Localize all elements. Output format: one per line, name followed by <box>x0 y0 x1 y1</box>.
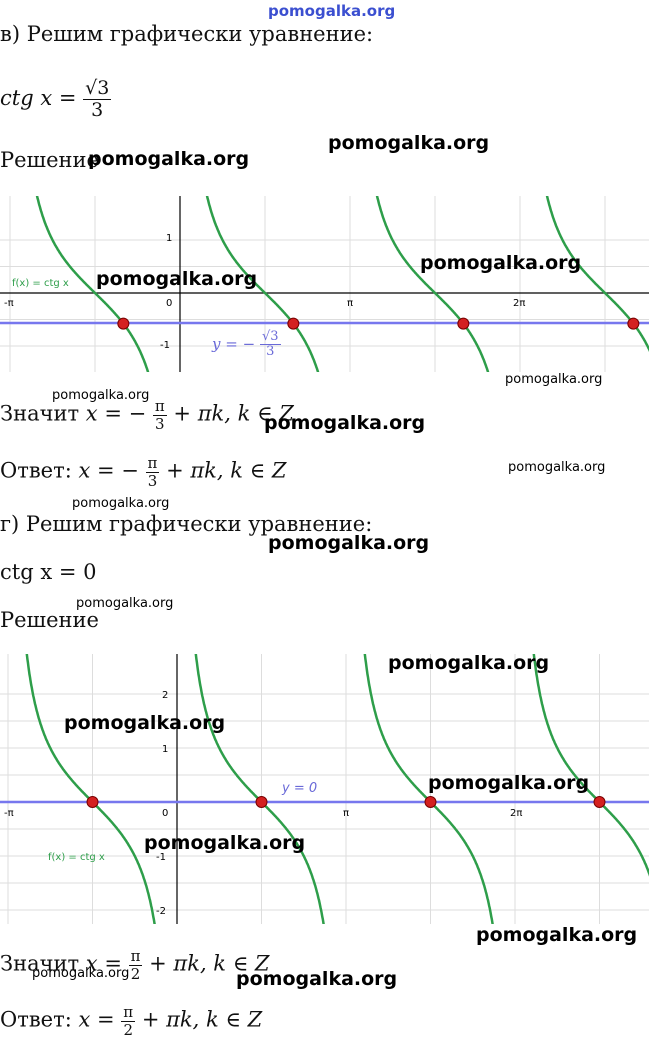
watermark: pomogalka.org <box>64 712 226 734</box>
intersection-point <box>86 796 99 808</box>
intersection-point <box>255 796 268 808</box>
line-label: y = 0 <box>281 781 317 796</box>
watermark: pomogalka.org <box>428 772 590 794</box>
part-v-equation: ctg x = √3 3 <box>0 77 112 121</box>
watermark: pomogalka.org <box>72 496 170 511</box>
tick-y-2: 2 <box>162 690 168 701</box>
therefore-label: Значит <box>0 401 80 426</box>
watermark: pomogalka.org <box>76 596 174 611</box>
fraction-num: √3 <box>83 77 112 100</box>
watermark: pomogalka.org <box>420 252 582 274</box>
watermark: pomogalka.org <box>144 832 306 854</box>
part-v-therefore: Значит x = − π 3 + πk, k ∈ Z <box>0 398 294 432</box>
intersection-point <box>287 317 300 330</box>
curves <box>35 196 649 372</box>
tick-x-neg-pi: -π <box>4 808 14 819</box>
watermark: pomogalka.org <box>268 532 430 554</box>
fraction-num: π <box>152 397 167 416</box>
watermark: pomogalka.org <box>88 148 250 170</box>
answer-fraction: π 2 <box>121 1003 136 1039</box>
part-v-solution-label: Решение <box>0 148 99 172</box>
fraction-den: 2 <box>123 1020 133 1039</box>
fraction-den: 3 <box>266 344 275 360</box>
part-v-heading: в) Решим графически уравнение: <box>0 22 374 46</box>
part-g-equation: ctg x = 0 <box>0 560 97 584</box>
therefore-label: Значит <box>0 951 80 976</box>
intersection-point <box>593 796 606 808</box>
intersection-point <box>627 317 640 330</box>
graph-v: -π 0 π 2π 1 -1 f(x) = ctg x <box>0 196 649 372</box>
intersection-point <box>117 317 130 330</box>
tick-x-2pi: 2π <box>510 808 522 819</box>
watermark: pomogalka.org <box>96 268 258 290</box>
fraction-den: 3 <box>91 98 104 121</box>
watermark: pomogalka.org <box>32 966 130 981</box>
tick-x-2pi: 2π <box>513 298 525 309</box>
fraction-den: 3 <box>147 471 158 490</box>
tick-y-neg1: -1 <box>156 852 166 863</box>
ctg-branch <box>545 196 649 352</box>
therefore-pre: x = − <box>85 401 147 426</box>
answer-label: Ответ: <box>0 1007 72 1032</box>
tick-x-neg-pi: -π <box>4 298 14 309</box>
answer-label: Ответ: <box>0 458 72 483</box>
tick-x-zero: 0 <box>162 808 168 819</box>
tick-x-zero: 0 <box>166 298 172 309</box>
therefore-post: + πk, k ∈ Z <box>149 951 270 976</box>
watermark: pomogalka.org <box>476 924 638 946</box>
part-g-solution-label: Решение <box>0 608 99 632</box>
tick-y-neg1: -1 <box>160 340 170 351</box>
watermark: pomogalka.org <box>508 460 606 475</box>
fraction-num: π <box>128 947 143 966</box>
answer-pre: x = − <box>78 458 139 483</box>
therefore-pre: x = <box>85 951 122 976</box>
therefore-fraction: π 2 <box>128 947 143 983</box>
ctg-branch <box>375 196 490 372</box>
line-label-text: y = − <box>212 334 256 353</box>
intersection-point <box>424 796 437 808</box>
watermark: pomogalka.org <box>236 968 398 990</box>
answer-fraction: π 3 <box>145 454 160 490</box>
therefore-fraction: π 3 <box>152 397 167 433</box>
tick-x-pi: π <box>343 808 349 819</box>
watermark: pomogalka.org <box>264 412 426 434</box>
watermark: pomogalka.org <box>52 388 150 403</box>
intersection-point <box>457 317 470 330</box>
tick-y-1: 1 <box>166 233 172 244</box>
fraction-den: 3 <box>155 414 165 433</box>
equation-lhs: ctg x = <box>0 85 77 110</box>
fraction-num: π <box>121 1003 136 1022</box>
line-label-fraction: √3 3 <box>259 329 281 360</box>
answer-post: + πk, k ∈ Z <box>141 1007 263 1032</box>
watermark-top: pomogalka.org <box>268 2 396 20</box>
watermark: pomogalka.org <box>505 372 603 387</box>
watermark: pomogalka.org <box>328 132 490 154</box>
graph-g: -π 0 π 2π 2 1 -1 -2 f(x) = ctg x y = 0 <box>0 654 649 924</box>
answer-pre: x = <box>78 1007 115 1032</box>
tick-x-pi: π <box>347 298 353 309</box>
ctg-branch <box>205 196 320 372</box>
watermark: pomogalka.org <box>388 652 550 674</box>
part-v-answer: Ответ: x = − π 3 + πk, k ∈ Z <box>0 455 286 489</box>
answer-post: + πk, k ∈ Z <box>166 458 287 483</box>
equation-fraction: √3 3 <box>83 77 112 121</box>
part-g-therefore: Значит x = π 2 + πk, k ∈ Z <box>0 948 270 982</box>
intersection-points <box>86 796 606 808</box>
part-g-answer: Ответ: x = π 2 + πk, k ∈ Z <box>0 1004 262 1038</box>
ctg-branch <box>35 196 150 372</box>
line-label: y = − √3 3 <box>212 329 281 360</box>
tick-y-1: 1 <box>162 744 168 755</box>
fraction-num: π <box>145 454 160 473</box>
intersection-points <box>117 317 640 330</box>
function-label: f(x) = ctg x <box>12 278 69 289</box>
therefore-post: + πk, k ∈ Z <box>173 401 294 426</box>
fraction-den: 2 <box>130 964 141 983</box>
part-g-heading: г) Решим графически уравнение: <box>0 512 373 536</box>
function-label: f(x) = ctg x <box>48 852 105 863</box>
tick-y-neg2: -2 <box>156 906 166 917</box>
fraction-num: √3 <box>259 329 281 346</box>
